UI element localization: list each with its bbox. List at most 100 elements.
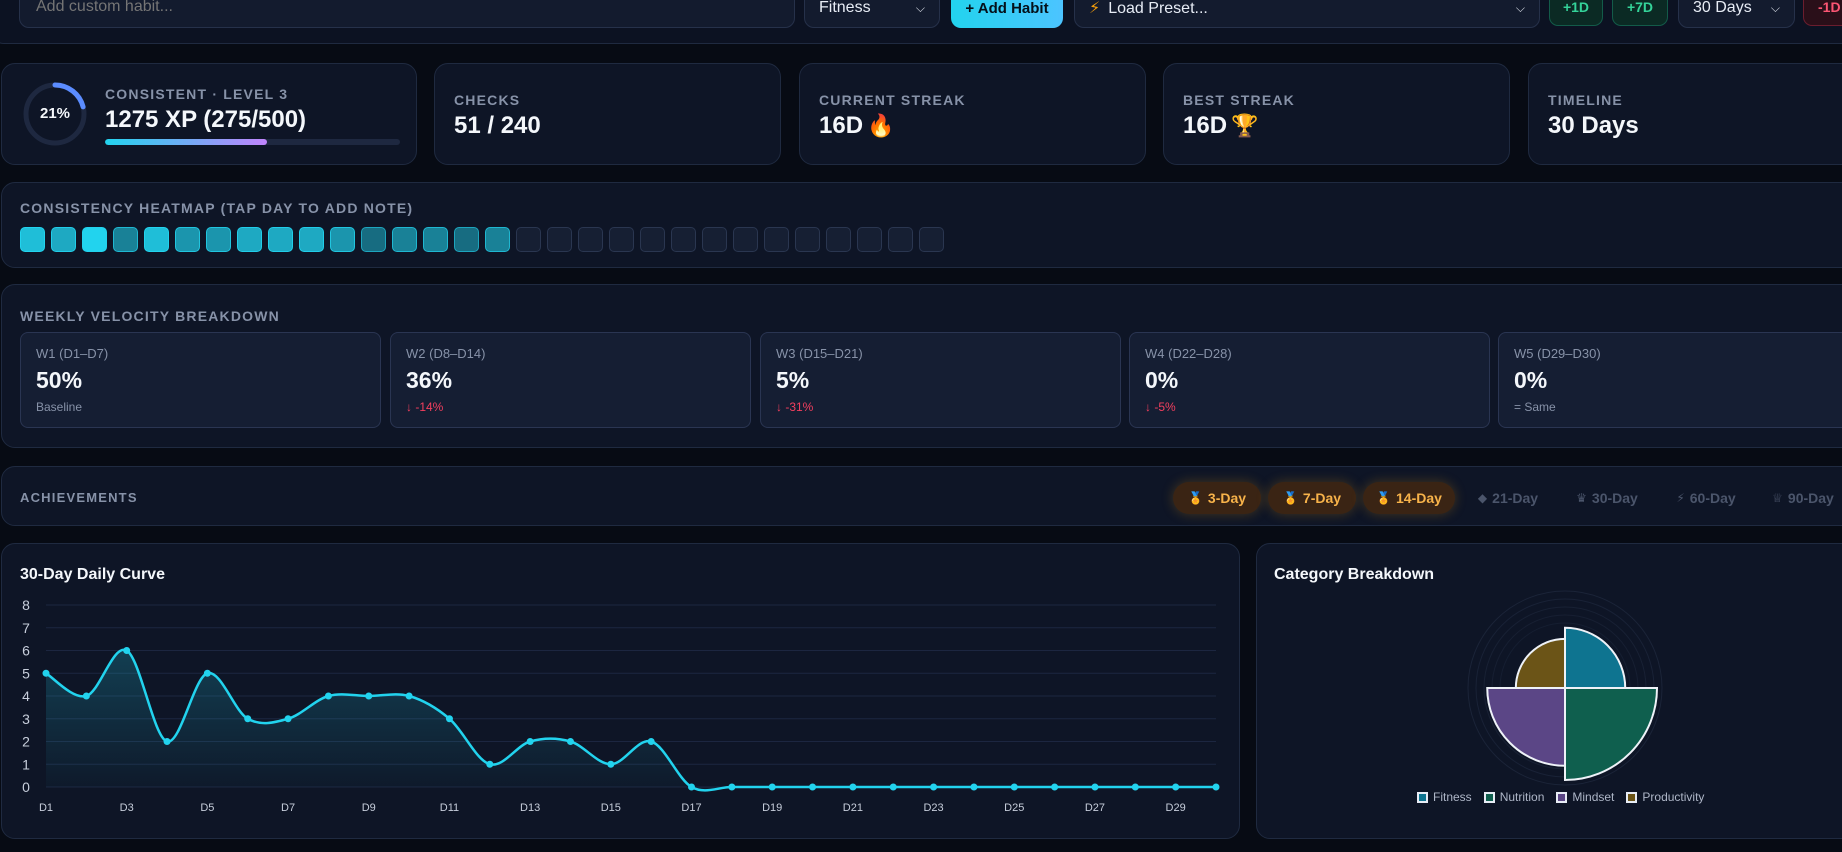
week-card: W5 (D29–D30) 0% = Same	[1498, 332, 1842, 428]
best-streak-value-wrap: 16D 🏆	[1183, 112, 1258, 140]
polar-slice	[1564, 626, 1627, 689]
data-point	[445, 715, 453, 723]
heatmap-day-cell[interactable]	[51, 227, 76, 252]
heatmap-day-cell[interactable]	[423, 227, 448, 252]
badge-90-day[interactable]: ♕ 90-Day	[1758, 482, 1842, 514]
week-delta: ↓ -14%	[406, 400, 444, 414]
heatmap-day-cell[interactable]	[919, 227, 944, 252]
x-tick-label: D7	[281, 802, 295, 814]
heatmap-day-cell[interactable]	[175, 227, 200, 252]
x-tick-label: D21	[843, 802, 863, 814]
week-card: W1 (D1–D7) 50% Baseline	[20, 332, 381, 428]
badge-3-day[interactable]: 🏅 3-Day	[1173, 482, 1261, 514]
data-point	[486, 760, 494, 768]
week-value: 0%	[1514, 367, 1548, 393]
data-point	[607, 760, 615, 768]
heatmap-day-cell[interactable]	[826, 227, 851, 252]
badge-21-day[interactable]: ◆ 21-Day	[1464, 482, 1552, 514]
heatmap-day-cell[interactable]	[516, 227, 541, 252]
data-point	[163, 738, 171, 745]
daily-curve-chart: 0 1 2 3 4 5 6 7 8 D1 D3 D5 D7 D9 D11 D13 D15 D17 D19 D21 D23…	[1, 543, 1240, 839]
badge-label: 7-Day	[1302, 490, 1342, 506]
week-title: W1 (D1–D7)	[36, 346, 109, 361]
heatmap-day-cell[interactable]	[888, 227, 913, 252]
category-select-value: Fitness	[819, 0, 871, 16]
achievements-title: ACHIEVEMENTS	[20, 490, 138, 505]
legend-item[interactable]: Fitness	[1417, 790, 1472, 804]
badge-14-day[interactable]: 🏅 14-Day	[1363, 482, 1455, 514]
add-habit-button[interactable]: + Add Habit	[951, 0, 1063, 28]
xp-value: 1275 XP (275/500)	[105, 106, 307, 133]
checks-value: 51 / 240	[454, 112, 541, 139]
current-streak-label: CURRENT STREAK	[819, 92, 966, 108]
badge-60-day[interactable]: ⚡ 60-Day	[1662, 482, 1750, 514]
data-point	[1212, 783, 1220, 791]
data-point	[42, 669, 50, 677]
heatmap-grid	[20, 227, 944, 252]
minus-one-day-button[interactable]: -1D	[1803, 0, 1842, 26]
xp-progress-bar	[105, 139, 400, 145]
badge-7-day[interactable]: 🏅 7-Day	[1268, 482, 1356, 514]
heatmap-day-cell[interactable]	[795, 227, 820, 252]
legend-item[interactable]: Productivity	[1626, 790, 1704, 804]
heatmap-day-cell[interactable]	[702, 227, 727, 252]
week-value: 50%	[36, 367, 83, 393]
days-range-select[interactable]: 30 Days ⌵	[1678, 0, 1795, 28]
chevron-down-icon: ⌵	[915, 0, 925, 15]
heatmap-day-cell[interactable]	[144, 227, 169, 252]
heatmap-day-cell[interactable]	[578, 227, 603, 252]
heatmap-day-cell[interactable]	[485, 227, 510, 252]
fire-icon: 🔥	[867, 113, 895, 138]
heatmap-day-cell[interactable]	[392, 227, 417, 252]
data-point	[1131, 783, 1139, 791]
x-tick-label: D15	[601, 802, 621, 814]
heatmap-day-cell[interactable]	[733, 227, 758, 252]
data-point	[82, 692, 90, 700]
heatmap-day-cell[interactable]	[764, 227, 789, 252]
heatmap-day-cell[interactable]	[361, 227, 386, 252]
plus-one-day-button[interactable]: +1D	[1549, 0, 1603, 26]
data-point	[647, 738, 655, 745]
week-card: W2 (D8–D14) 36% ↓ -14%	[390, 332, 751, 428]
heatmap-day-cell[interactable]	[237, 227, 262, 252]
polar-slice	[1514, 637, 1566, 689]
data-point	[244, 715, 252, 723]
heatmap-day-cell[interactable]	[330, 227, 355, 252]
heatmap-day-cell[interactable]	[640, 227, 665, 252]
custom-habit-input[interactable]	[19, 0, 795, 28]
legend-item[interactable]: Mindset	[1556, 790, 1614, 804]
heatmap-day-cell[interactable]	[20, 227, 45, 252]
y-tick-label: 4	[22, 688, 30, 704]
week-value: 36%	[406, 367, 453, 393]
trophy-icon: ♕	[1772, 491, 1783, 505]
heatmap-day-cell[interactable]	[609, 227, 634, 252]
badge-30-day[interactable]: ♛ 30-Day	[1562, 482, 1652, 514]
week-delta: ↓ -5%	[1145, 400, 1176, 414]
heatmap-day-cell[interactable]	[206, 227, 231, 252]
y-tick-label: 5	[22, 665, 30, 681]
week-value: 0%	[1145, 367, 1179, 393]
category-select[interactable]: Fitness ⌵	[804, 0, 940, 28]
chart-title: 30-Day Daily Curve	[20, 566, 165, 583]
heatmap-day-cell[interactable]	[671, 227, 696, 252]
heatmap-day-cell[interactable]	[82, 227, 107, 252]
category-breakdown-chart: Category Breakdown Fitness Nutrition Min…	[1256, 543, 1842, 839]
heatmap-day-cell[interactable]	[857, 227, 882, 252]
heatmap-day-cell[interactable]	[268, 227, 293, 252]
heatmap-day-cell[interactable]	[299, 227, 324, 252]
load-preset-select[interactable]: ⚡ Load Preset... ⌵	[1074, 0, 1540, 28]
x-tick-label: D23	[923, 802, 943, 814]
legend-swatch	[1483, 791, 1495, 803]
medal-icon: 🏅	[1282, 491, 1298, 505]
days-range-value: 30 Days	[1693, 0, 1752, 16]
legend-item[interactable]: Nutrition	[1483, 790, 1544, 804]
badge-label: 30-Day	[1591, 490, 1638, 506]
heatmap-day-cell[interactable]	[454, 227, 479, 252]
data-point	[1091, 783, 1099, 791]
heatmap-day-cell[interactable]	[547, 227, 572, 252]
plus-seven-days-button[interactable]: +7D	[1612, 0, 1668, 26]
y-tick-label: 1	[22, 756, 30, 772]
week-title: W3 (D15–D21)	[776, 346, 863, 361]
heatmap-day-cell[interactable]	[113, 227, 138, 252]
y-tick-label: 6	[22, 643, 30, 659]
